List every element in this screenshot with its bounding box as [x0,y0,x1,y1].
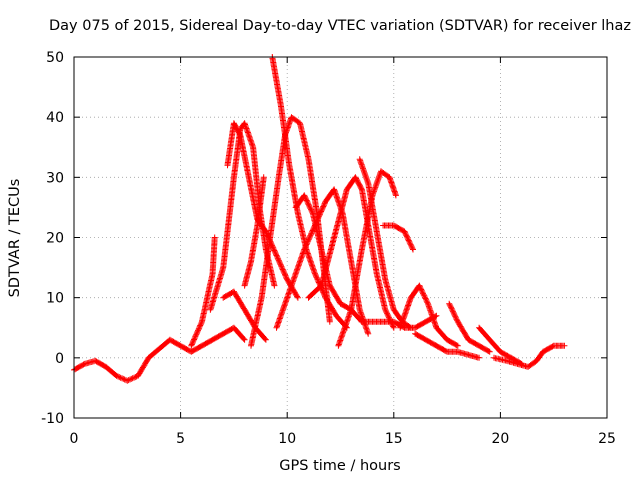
series-markers [241,174,267,289]
x-tick-label: 20 [491,431,509,447]
series-ray-a [188,234,218,349]
series-ray-m [358,312,440,331]
series-ray-s [491,342,568,370]
series-ray-n [380,222,416,253]
series-markers [335,168,399,349]
x-tick-label: 5 [176,431,185,447]
series-ray-g [241,174,267,289]
data-points [71,54,568,384]
series-ray-q [446,300,493,355]
series-ray-i [292,192,365,325]
series-ray-l [356,156,414,331]
y-tick-label: 20 [46,231,64,247]
series-markers [491,342,568,370]
axis-ticks: 0 5 10 15 20 25 -10 0 10 20 30 40 50 [41,50,616,447]
x-tick-label: 0 [70,431,79,447]
series-markers [292,192,365,325]
y-tick-label: 50 [46,50,64,66]
x-axis-label: GPS time / hours [279,458,400,474]
series-markers [224,120,301,301]
series-markers [397,282,461,349]
y-axis-label: SDTVAR / TECUs [7,179,23,298]
x-tick-label: 10 [278,431,296,447]
y-tick-label: 30 [46,170,64,186]
series-markers [412,330,483,361]
series-markers [305,174,397,331]
y-tick-label: 0 [55,351,64,367]
series-markers [446,300,493,355]
series-ray-c [224,120,301,301]
x-tick-label: 25 [598,431,616,447]
y-tick-label: 10 [46,291,64,307]
series-ray-h [273,186,372,337]
series-ray-o [397,282,461,349]
y-tick-label: -10 [41,411,64,427]
x-tick-label: 15 [385,431,403,447]
grid [74,57,607,418]
series-baseline [71,324,248,384]
series-ray-k [335,168,399,349]
series-markers [71,324,248,384]
series-ray-p [412,330,483,361]
y-tick-label: 40 [46,110,64,126]
series-ray-j [305,174,397,331]
series-markers [358,312,440,331]
series-markers [380,222,416,253]
chart-title: Day 075 of 2015, Sidereal Day-to-day VTE… [49,18,631,34]
series-markers [273,186,372,337]
series-markers [356,156,414,331]
series-markers [188,234,218,349]
